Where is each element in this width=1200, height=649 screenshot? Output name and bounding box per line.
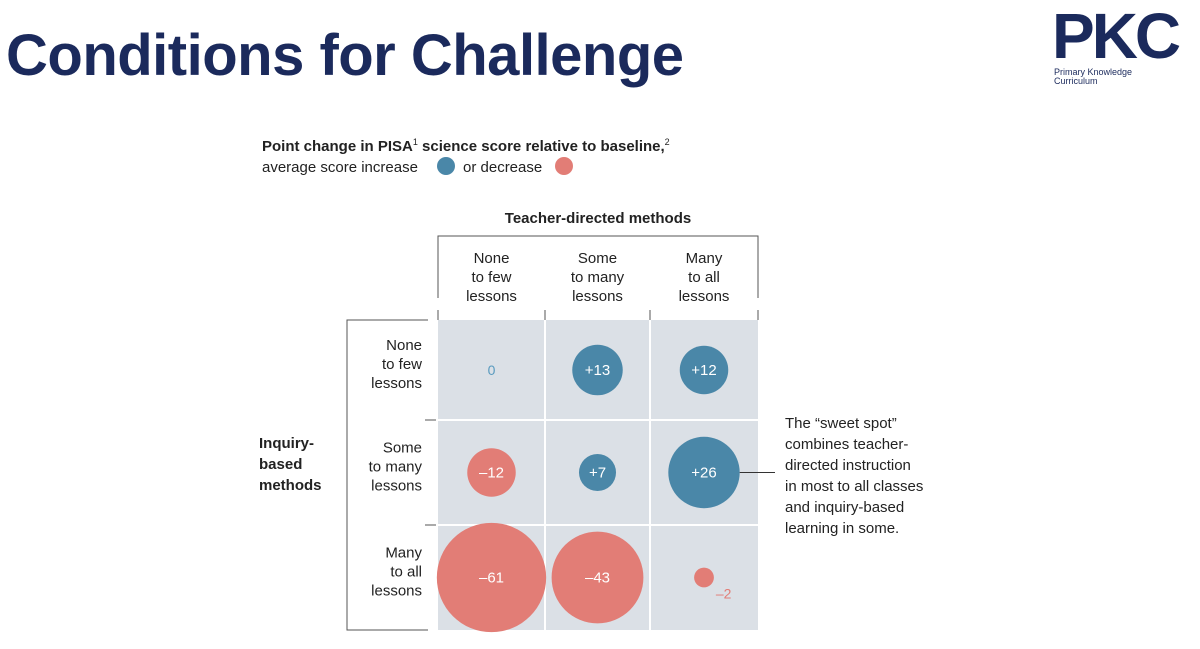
legend-increase-dot: [437, 157, 455, 175]
bubble-label: +26: [691, 465, 716, 482]
logo-subtitle-line2: Curriculum: [1054, 76, 1098, 86]
bubble-label: –61: [479, 570, 504, 587]
row-header-label: Many: [385, 545, 422, 562]
bubble-label: +13: [585, 362, 610, 379]
column-header-label: Many: [686, 250, 723, 267]
column-header-label: None: [474, 250, 510, 267]
logo-subtitle-line1: Primary Knowledge: [1054, 67, 1133, 77]
chart-title: Point change in PISA1 science score rela…: [262, 137, 670, 155]
row-header-label: None: [386, 337, 422, 354]
row-header-bracket: [346, 319, 428, 631]
column-header-label: to few: [471, 269, 511, 286]
slide-title: Conditions for Challenge: [6, 23, 684, 88]
bubble-label: –2: [716, 585, 732, 601]
legend-decrease-label: or decrease: [463, 159, 542, 176]
decrease-bubble: [694, 567, 714, 588]
bubble-label: –12: [479, 465, 504, 482]
annotation-text: in most to all classes: [785, 478, 923, 495]
increase-bubble: [578, 453, 617, 492]
row-axis-label: Inquiry-: [259, 435, 314, 452]
row-axis-label: based: [259, 456, 302, 473]
row-header-label: to many: [369, 459, 423, 476]
decrease-bubble: [467, 448, 516, 497]
increase-bubble: [679, 345, 729, 395]
decrease-bubble: [436, 522, 547, 633]
pkc-logo: PKC Primary Knowledge Curriculum: [1052, 0, 1192, 86]
row-header-label: lessons: [371, 478, 422, 495]
increase-bubble: [572, 344, 623, 396]
bubble-label: 0: [488, 362, 496, 378]
increase-bubble: [668, 436, 740, 509]
column-header-label: to many: [571, 269, 625, 286]
annotation-text: learning in some.: [785, 520, 899, 537]
column-header-label: to all: [688, 269, 720, 286]
column-header-label: Some: [578, 250, 617, 267]
bubble-label: +12: [691, 362, 716, 379]
row-header-label: lessons: [371, 583, 422, 600]
legend-decrease-dot: [555, 157, 573, 175]
column-header-bracket: [437, 235, 759, 298]
column-header-label: lessons: [679, 288, 730, 305]
column-axis-label: Teacher-directed methods: [505, 210, 691, 227]
row-axis-label: methods: [259, 477, 322, 494]
column-header-label: lessons: [572, 288, 623, 305]
annotation-text: The “sweet spot”: [785, 415, 897, 432]
annotation-text: combines teacher-: [785, 436, 908, 453]
decrease-bubble: [551, 531, 644, 624]
row-header-label: Some: [383, 440, 422, 457]
row-header-label: to few: [382, 356, 422, 373]
logo-mark: PKC: [1052, 0, 1181, 72]
annotation-text: and inquiry-based: [785, 499, 904, 516]
row-header-label: lessons: [371, 375, 422, 392]
bubble-label: –43: [585, 570, 610, 587]
column-header-label: lessons: [466, 288, 517, 305]
annotation-text: directed instruction: [785, 457, 911, 474]
legend-increase-label: average score increase: [262, 159, 418, 176]
row-header-label: to all: [390, 564, 422, 581]
bubble-label: +7: [589, 465, 606, 482]
